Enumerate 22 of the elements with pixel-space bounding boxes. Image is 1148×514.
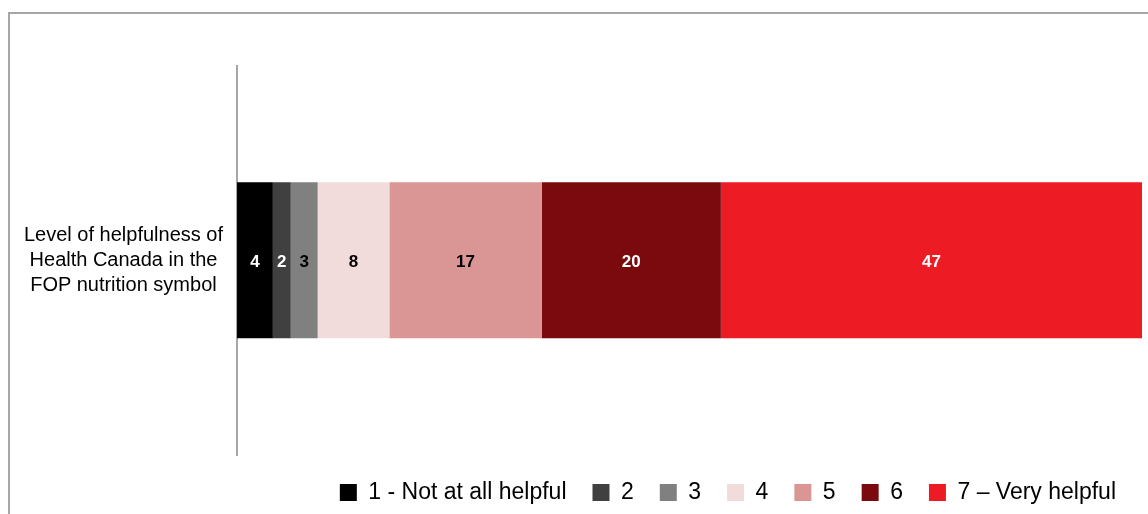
data-label: 8 xyxy=(348,251,359,271)
data-label: 47 xyxy=(921,251,941,271)
legend-label: 1 - Not at all helpful xyxy=(368,477,567,504)
bar xyxy=(317,182,390,339)
bar xyxy=(389,182,542,339)
y-tick-label: Level of helpfulness of Health Canada in the FOP nutrition symbol xyxy=(24,222,224,295)
data-label: 17 xyxy=(456,251,475,271)
data-label: 2 xyxy=(277,251,287,271)
bar xyxy=(541,182,721,339)
bar xyxy=(720,182,1142,339)
bar xyxy=(237,182,273,339)
data-label: 4 xyxy=(250,251,261,271)
data-label: 3 xyxy=(299,251,309,271)
legend-label: 3 xyxy=(688,477,702,504)
legend-label: 7 – Very helpful xyxy=(957,477,1117,504)
legend-label: 5 xyxy=(822,477,836,504)
data-label: 20 xyxy=(621,251,641,271)
legend-label: 2 xyxy=(620,477,634,504)
legend-label: 4 xyxy=(755,477,769,504)
bar xyxy=(272,182,291,339)
legend-label: 6 xyxy=(890,477,903,504)
bar xyxy=(290,182,318,339)
